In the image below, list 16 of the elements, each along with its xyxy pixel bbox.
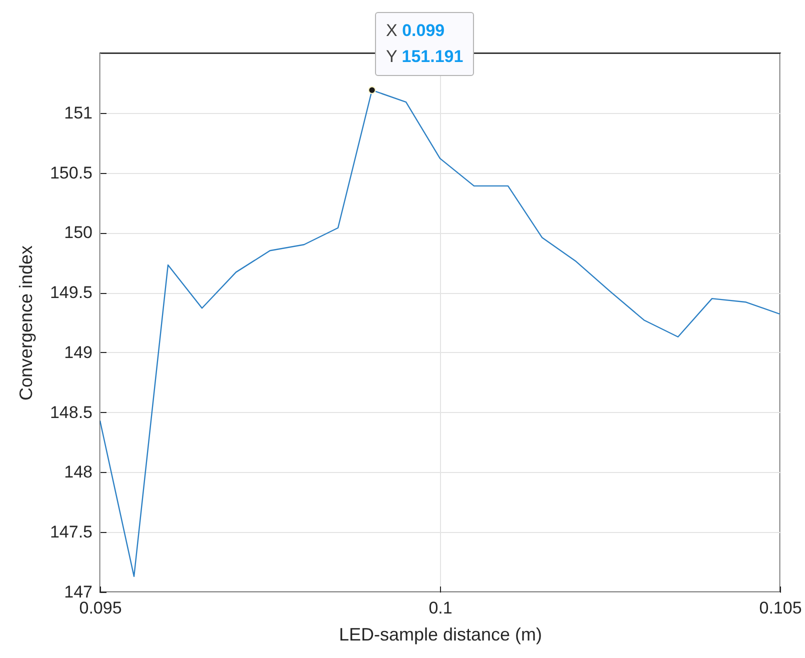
y-axis-title: Convergence index <box>16 245 36 401</box>
y-tick-label: 151 <box>64 103 92 122</box>
x-tick-label: 0.1 <box>428 598 452 618</box>
annotation: Y 151.191 <box>386 47 464 66</box>
y-tick-label: 150 <box>64 223 92 242</box>
y-tick-label: 147 <box>64 582 92 602</box>
datatip-box: X 0.099 Y 151.191 <box>375 12 474 76</box>
x-tick-label: 0.095 <box>79 598 122 618</box>
y-tick-label: 148.5 <box>50 402 92 422</box>
y-tick-label: 148 <box>64 462 92 482</box>
x-axis-title: LED-sample distance (m) <box>338 624 542 644</box>
y-tick-label: 149 <box>64 342 92 362</box>
x-tick-label: 0.105 <box>759 598 802 618</box>
y-tick-label: 149.5 <box>50 283 92 302</box>
y-tick-label: 147.5 <box>50 522 92 542</box>
y-tick-label: 150.5 <box>50 163 92 182</box>
